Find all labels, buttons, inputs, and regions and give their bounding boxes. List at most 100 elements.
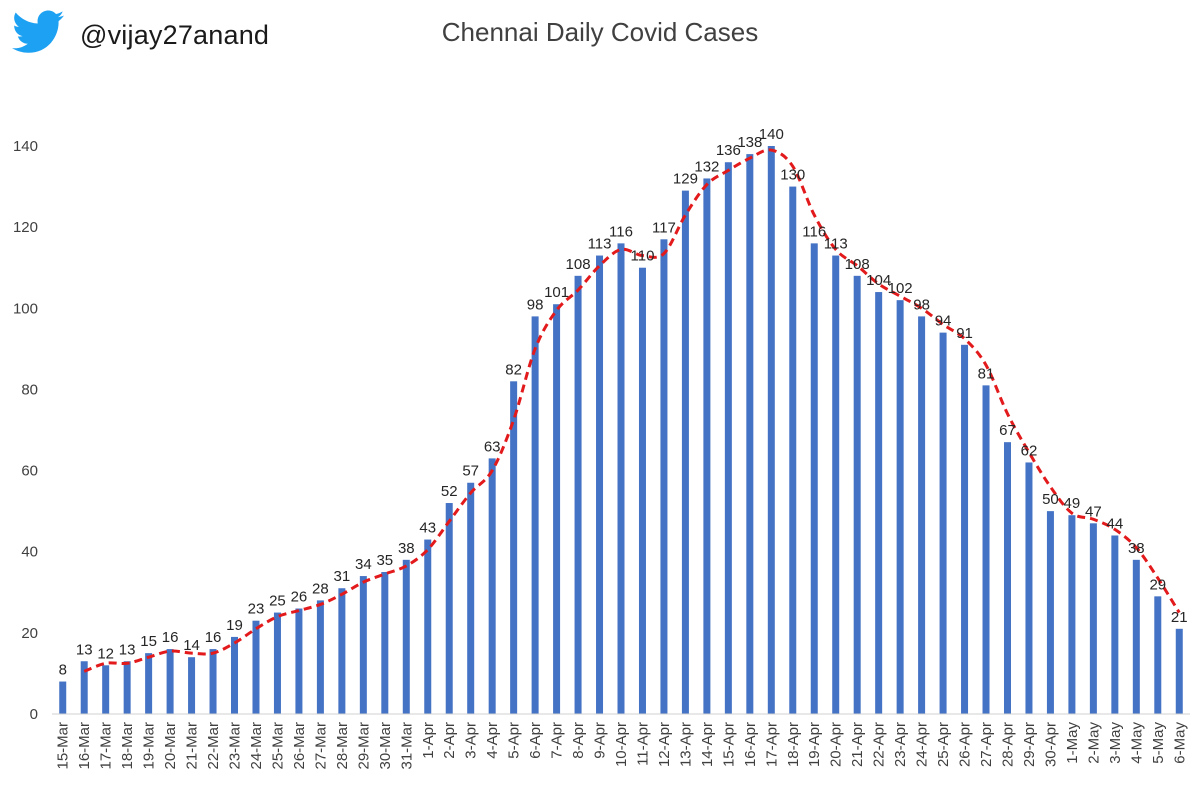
x-tick-label: 27-Apr <box>978 722 995 767</box>
bar <box>1046 511 1054 714</box>
bar <box>617 243 625 714</box>
x-tick-label: 29-Mar <box>355 722 372 770</box>
x-tick-label: 29-Apr <box>1021 722 1038 767</box>
data-label: 129 <box>673 171 698 188</box>
data-label: 110 <box>631 248 655 265</box>
x-tick-label: 3-May <box>1107 722 1124 764</box>
data-label: 26 <box>291 589 308 606</box>
x-tick-label: 5-May <box>1150 722 1167 764</box>
bar <box>832 255 840 715</box>
x-tick-label: 11-Apr <box>634 722 651 766</box>
bar <box>939 332 947 714</box>
bar <box>252 620 260 714</box>
bar <box>510 381 518 714</box>
y-tick-label: 20 <box>21 625 38 642</box>
x-tick-label: 4-May <box>1128 722 1145 764</box>
data-label: 130 <box>780 167 805 184</box>
bar <box>638 267 646 714</box>
bar <box>316 600 324 714</box>
data-label: 49 <box>1064 495 1081 512</box>
bar <box>875 292 883 714</box>
bar <box>810 243 818 714</box>
twitter-bird-icon <box>12 10 64 53</box>
bar <box>1175 628 1183 714</box>
data-label: 113 <box>824 236 848 253</box>
x-tick-label: 13-Apr <box>677 722 694 767</box>
bar <box>467 482 475 714</box>
bar <box>145 653 153 714</box>
data-label: 67 <box>999 422 1016 439</box>
data-label: 82 <box>505 361 522 378</box>
chart-title: Chennai Daily Covid Cases <box>441 17 759 47</box>
data-label: 117 <box>652 219 676 236</box>
bar <box>1089 523 1097 714</box>
data-label: 62 <box>1021 442 1038 459</box>
data-label: 108 <box>845 256 870 273</box>
data-label: 25 <box>269 593 286 610</box>
bar <box>1068 515 1076 714</box>
x-tick-label: 18-Apr <box>785 722 802 767</box>
x-tick-label: 6-May <box>1171 722 1188 764</box>
data-label: 31 <box>334 568 351 585</box>
bar <box>789 186 797 715</box>
bar <box>982 385 990 714</box>
data-label: 38 <box>1128 540 1145 557</box>
y-tick-label: 120 <box>13 219 38 236</box>
bar <box>1025 462 1033 714</box>
bar <box>102 665 110 714</box>
bar <box>424 539 432 714</box>
data-label: 132 <box>694 158 719 175</box>
data-label: 91 <box>956 325 973 342</box>
x-tick-label: 20-Apr <box>828 722 845 767</box>
data-label: 28 <box>312 580 329 597</box>
x-tick-label: 17-Apr <box>763 722 780 767</box>
x-tick-label: 2-May <box>1085 722 1102 764</box>
bar <box>80 661 88 714</box>
x-tick-label: 16-Apr <box>742 722 759 767</box>
x-tick-label: 27-Mar <box>312 722 329 770</box>
x-tick-label: 28-Apr <box>999 722 1016 767</box>
bar <box>188 657 196 714</box>
x-tick-label: 18-Mar <box>119 722 136 770</box>
x-tick-label: 5-Apr <box>506 722 523 759</box>
data-label: 35 <box>376 552 393 569</box>
data-label: 16 <box>162 629 179 646</box>
bar <box>1003 442 1011 714</box>
data-label: 44 <box>1107 515 1124 532</box>
x-tick-label: 23-Apr <box>892 722 909 767</box>
data-label: 138 <box>737 134 762 151</box>
moving-average-line <box>83 148 1181 673</box>
y-tick-label: 140 <box>13 138 38 155</box>
data-label: 47 <box>1085 503 1102 520</box>
bar <box>531 316 539 714</box>
bar <box>231 636 239 714</box>
data-label: 29 <box>1149 576 1166 593</box>
x-tick-label: 20-Mar <box>162 722 179 770</box>
x-tick-label: 30-Mar <box>377 722 394 770</box>
data-label: 19 <box>226 617 243 634</box>
x-tick-label: 8-Apr <box>570 722 587 759</box>
data-label: 94 <box>935 313 952 330</box>
x-tick-label: 25-Mar <box>269 722 286 770</box>
bar <box>596 255 604 715</box>
x-tick-label: 19-Apr <box>806 722 823 767</box>
x-tick-label: 15-Mar <box>55 722 72 770</box>
bar <box>1132 559 1140 714</box>
x-tick-label: 26-Apr <box>957 722 974 767</box>
data-label: 23 <box>248 601 265 618</box>
data-label: 15 <box>140 633 157 650</box>
data-label: 98 <box>913 296 930 313</box>
data-label: 13 <box>119 641 136 658</box>
bar <box>574 275 582 714</box>
x-tick-label: 22-Mar <box>205 722 222 770</box>
data-label: 8 <box>59 662 67 679</box>
x-tick-label: 2-Apr <box>441 722 458 759</box>
bar <box>918 316 926 714</box>
data-label: 81 <box>978 365 995 382</box>
data-label: 63 <box>484 438 501 455</box>
x-tick-label: 7-Apr <box>549 722 566 759</box>
data-label: 101 <box>544 284 569 301</box>
x-tick-label: 16-Mar <box>76 722 93 770</box>
